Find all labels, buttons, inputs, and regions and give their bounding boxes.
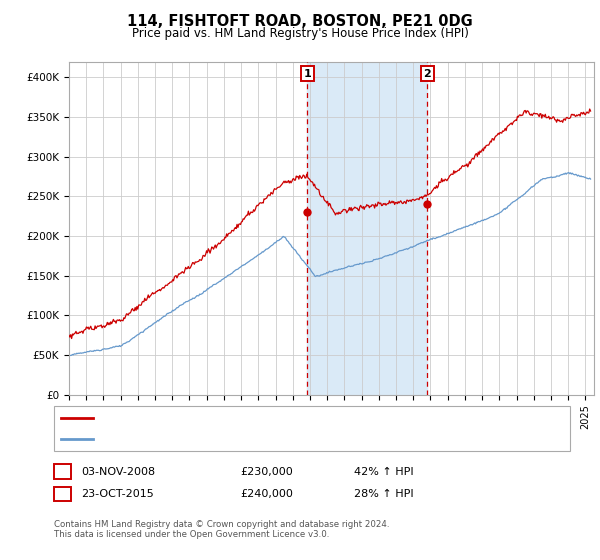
Text: 2: 2 xyxy=(59,489,66,499)
Text: HPI: Average price, detached house, Boston: HPI: Average price, detached house, Bost… xyxy=(99,433,339,444)
Text: 114, FISHTOFT ROAD, BOSTON, PE21 0DG (detached house): 114, FISHTOFT ROAD, BOSTON, PE21 0DG (de… xyxy=(99,413,428,423)
Text: 28% ↑ HPI: 28% ↑ HPI xyxy=(354,489,413,499)
Text: Contains HM Land Registry data © Crown copyright and database right 2024.
This d: Contains HM Land Registry data © Crown c… xyxy=(54,520,389,539)
Text: 1: 1 xyxy=(59,466,66,477)
Text: 03-NOV-2008: 03-NOV-2008 xyxy=(81,466,155,477)
Text: 23-OCT-2015: 23-OCT-2015 xyxy=(81,489,154,499)
Text: 1: 1 xyxy=(304,68,311,78)
Text: Price paid vs. HM Land Registry's House Price Index (HPI): Price paid vs. HM Land Registry's House … xyxy=(131,27,469,40)
Bar xyxy=(307,62,427,395)
Text: 2: 2 xyxy=(424,68,431,78)
Text: 42% ↑ HPI: 42% ↑ HPI xyxy=(354,466,413,477)
Text: £240,000: £240,000 xyxy=(240,489,293,499)
Text: 114, FISHTOFT ROAD, BOSTON, PE21 0DG: 114, FISHTOFT ROAD, BOSTON, PE21 0DG xyxy=(127,14,473,29)
Text: £230,000: £230,000 xyxy=(240,466,293,477)
